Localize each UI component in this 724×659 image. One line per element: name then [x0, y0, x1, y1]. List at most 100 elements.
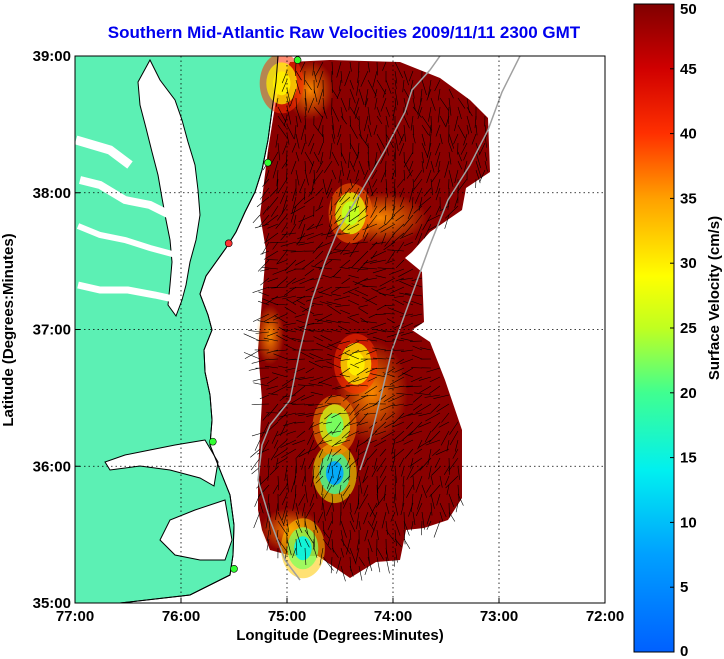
velocity-vector	[420, 347, 432, 351]
velocity-vector	[382, 88, 387, 98]
velocity-vector	[339, 187, 351, 203]
velocity-vector	[336, 133, 342, 146]
velocity-vector	[350, 363, 360, 369]
velocity-vector	[306, 412, 324, 417]
velocity-vector	[327, 403, 342, 405]
velocity-vector	[286, 133, 290, 145]
velocity-vector	[439, 97, 449, 111]
velocity-vector	[340, 565, 346, 582]
velocity-vector	[377, 267, 396, 270]
velocity-vector	[329, 205, 333, 216]
velocity-vector	[276, 334, 288, 342]
velocity-vector	[407, 412, 423, 416]
velocity-vector	[379, 448, 387, 457]
velocity-vector	[406, 484, 414, 498]
velocity-vector	[362, 285, 378, 288]
velocity-vector	[409, 79, 414, 93]
velocity-vector	[264, 313, 279, 322]
velocity-vector	[271, 430, 279, 444]
velocity-vector	[315, 403, 333, 409]
velocity-vector	[417, 106, 423, 119]
velocity-vector	[445, 115, 450, 127]
velocity-vector	[413, 205, 423, 214]
velocity-vector	[339, 367, 351, 375]
velocity-vector	[478, 142, 486, 156]
velocity-vector	[358, 268, 369, 270]
velocity-vector	[355, 547, 360, 563]
velocity-vector	[421, 511, 425, 530]
radar-site-marker	[224, 239, 233, 248]
velocity-vector	[317, 70, 324, 88]
velocity-vector	[316, 160, 324, 173]
velocity-vector	[307, 439, 315, 455]
y-tick-label: 36:00	[33, 458, 71, 475]
velocity-vector	[430, 403, 441, 414]
velocity-vector	[362, 223, 369, 238]
velocity-vector	[268, 286, 279, 289]
velocity-vector	[430, 493, 435, 509]
velocity-vector	[457, 106, 462, 120]
velocity-vector	[376, 286, 387, 292]
velocity-vector	[358, 307, 369, 315]
velocity-vector	[394, 367, 405, 373]
velocity-vector	[448, 133, 455, 149]
velocity-vector	[367, 61, 370, 73]
velocity-vector	[300, 351, 315, 360]
velocity-vector	[484, 160, 488, 172]
velocity-vector	[421, 133, 426, 146]
velocity-vector	[443, 466, 450, 475]
velocity-vector	[295, 538, 298, 556]
velocity-vector	[327, 520, 333, 531]
velocity-vector	[385, 196, 387, 211]
velocity-vector	[251, 403, 270, 405]
velocity-vector	[356, 466, 360, 480]
velocity-vector	[412, 475, 415, 490]
velocity-vector	[252, 376, 270, 382]
velocity-vector	[290, 160, 297, 175]
velocity-vector	[370, 373, 387, 378]
velocity-vector	[258, 214, 270, 228]
velocity-vector	[325, 319, 342, 324]
velocity-vector	[308, 457, 315, 470]
velocity-vector	[251, 430, 270, 437]
velocity-vector	[267, 223, 279, 229]
velocity-vector	[326, 178, 333, 196]
velocity-vector	[286, 106, 292, 125]
velocity-vector	[310, 391, 324, 396]
colorbar-tick-label: 50	[680, 1, 697, 18]
velocity-vector	[252, 214, 261, 224]
velocity-vector	[424, 394, 441, 398]
velocity-vector	[264, 365, 279, 369]
velocity-vector	[330, 430, 342, 434]
velocity-vector	[330, 250, 342, 254]
velocity-vector	[363, 232, 369, 242]
velocity-vector	[376, 79, 387, 95]
velocity-vector	[475, 160, 482, 179]
velocity-vector	[365, 295, 378, 302]
x-tick-label: 74:00	[374, 608, 412, 625]
velocity-vector	[413, 169, 423, 183]
velocity-vector	[360, 320, 378, 324]
velocity-vector	[475, 169, 481, 184]
velocity-vector	[446, 484, 450, 495]
velocity-vector	[263, 337, 279, 342]
velocity-vector	[400, 277, 414, 281]
velocity-vector	[402, 430, 414, 441]
velocity-vector	[313, 124, 324, 137]
velocity-vector	[340, 106, 344, 120]
velocity-vector	[308, 421, 315, 430]
velocity-vector	[385, 106, 391, 117]
velocity-vector	[307, 430, 315, 445]
velocity-vectors	[243, 61, 488, 582]
velocity-vector	[243, 333, 261, 342]
velocity-vector	[387, 394, 405, 403]
velocity-vector	[269, 187, 279, 197]
velocity-vector	[372, 178, 378, 188]
velocity-vector	[266, 349, 279, 354]
velocity-vector	[399, 187, 405, 198]
velocity-vector	[444, 214, 450, 229]
y-tick-label: 37:00	[33, 322, 71, 339]
radar-sites	[209, 56, 302, 573]
velocity-field	[243, 56, 490, 582]
velocity-vector	[312, 538, 315, 550]
